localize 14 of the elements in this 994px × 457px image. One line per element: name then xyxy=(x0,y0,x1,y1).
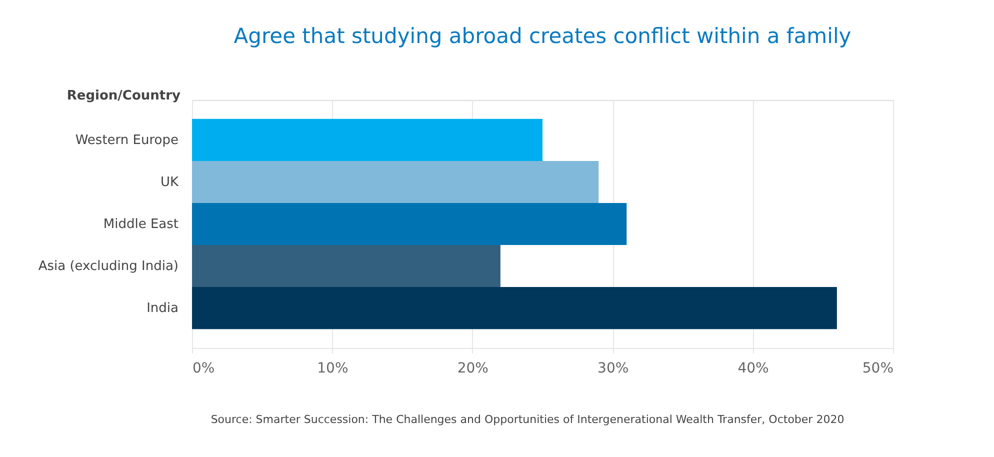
x-tick-label: 20% xyxy=(457,360,488,376)
y-tick-label: Western Europe xyxy=(75,132,178,148)
y-axis-title: Region/Country xyxy=(66,88,182,104)
source-note: Source: Smarter Succession: The Challenges and Opportunities of Intergenerational Wealth Transfer, October 2020 xyxy=(210,413,844,426)
x-tick-label: 10% xyxy=(317,360,348,376)
y-tick-label: India xyxy=(146,301,178,316)
y-tick-label: Asia (excluding India) xyxy=(38,259,178,274)
y-tick-label: UK xyxy=(160,174,179,190)
x-tick-label: 40% xyxy=(738,360,769,376)
x-tick-label: 50% xyxy=(862,360,894,376)
x-tick-label: 0% xyxy=(192,360,215,376)
y-tick-label: Middle East xyxy=(103,217,178,232)
chart-title: Agree that studying abroad creates conflict within a family xyxy=(234,24,852,48)
x-tick-label: 30% xyxy=(598,360,629,376)
